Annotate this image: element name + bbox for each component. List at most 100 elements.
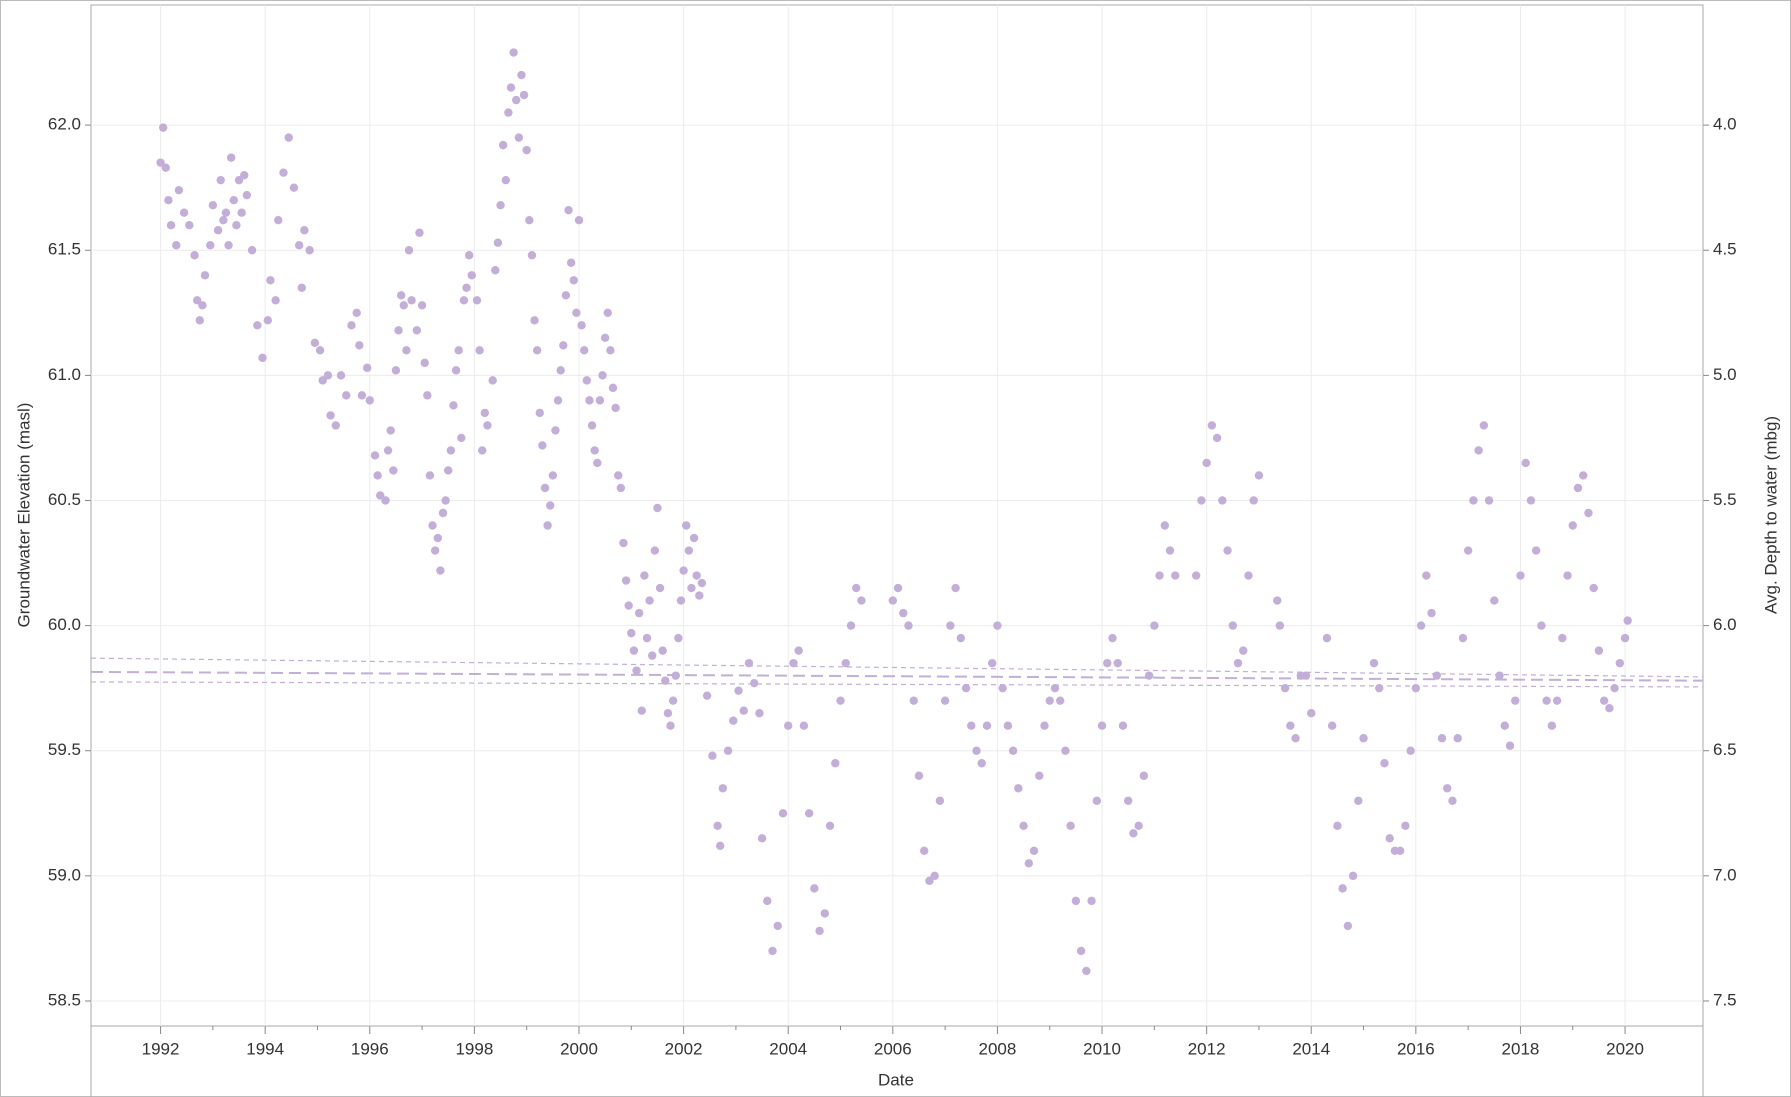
point [566, 258, 576, 267]
point [198, 301, 207, 310]
point [509, 48, 518, 57]
point [1416, 621, 1426, 630]
point [315, 346, 325, 355]
trend-line [90, 681, 1704, 688]
point [773, 921, 782, 931]
point [381, 496, 390, 505]
point [1511, 696, 1520, 705]
point [512, 95, 521, 105]
point [1207, 421, 1217, 430]
point [498, 140, 508, 150]
x-tick-label: 2012 [1188, 1039, 1226, 1058]
point [1437, 734, 1447, 743]
point [935, 796, 945, 805]
point [219, 216, 228, 225]
point [1605, 703, 1614, 713]
point [237, 208, 246, 217]
point [637, 706, 646, 715]
point [608, 383, 618, 393]
point [326, 411, 335, 420]
point [543, 521, 552, 530]
point [1401, 821, 1410, 831]
point [744, 658, 754, 668]
point [415, 228, 424, 237]
point [229, 195, 238, 205]
point [438, 508, 448, 518]
point [1579, 471, 1588, 480]
y-tick-label: 62.0 [48, 115, 81, 134]
point [1406, 746, 1415, 755]
point [355, 341, 364, 350]
point [1521, 458, 1530, 468]
point [815, 926, 824, 936]
point [668, 696, 678, 705]
point [546, 501, 555, 510]
point [1490, 596, 1499, 605]
x-axis-title: Date [878, 1070, 914, 1089]
point [294, 241, 304, 250]
point [436, 566, 445, 575]
point [1307, 708, 1316, 718]
point [158, 123, 168, 132]
point [627, 628, 636, 638]
point [532, 346, 542, 355]
point [692, 571, 701, 580]
point [493, 238, 503, 247]
point [323, 371, 333, 380]
point [491, 266, 500, 275]
point [799, 721, 809, 730]
point [1369, 658, 1379, 668]
point [857, 596, 866, 605]
point [645, 596, 654, 605]
point [1191, 571, 1201, 580]
point [977, 759, 986, 768]
x-tick-label: 1992 [142, 1039, 180, 1058]
point [624, 601, 633, 610]
point [841, 658, 850, 668]
y2-tick-label: 6.5 [1713, 740, 1737, 759]
point [1171, 571, 1180, 580]
point [504, 108, 513, 117]
point [1573, 483, 1583, 493]
y-tick-label: 61.0 [48, 365, 81, 384]
point [593, 458, 602, 468]
point [399, 301, 408, 310]
point [1108, 633, 1117, 643]
point [1076, 946, 1086, 956]
point [234, 175, 244, 185]
point [179, 208, 189, 217]
point [391, 366, 401, 375]
plot-area [90, 4, 1704, 1027]
point [1134, 821, 1143, 831]
point [621, 576, 631, 585]
point [300, 226, 309, 235]
point [373, 471, 382, 480]
point [357, 391, 367, 400]
point [951, 583, 960, 593]
point [1118, 721, 1128, 730]
point [1291, 734, 1300, 743]
point [156, 158, 165, 167]
point [1469, 496, 1478, 505]
point [611, 403, 620, 413]
point [310, 338, 320, 348]
point [342, 391, 351, 400]
point [446, 446, 456, 455]
point [1531, 546, 1541, 555]
point [569, 276, 578, 285]
point [1045, 696, 1054, 705]
point [370, 451, 380, 460]
x-tick-label: 2000 [560, 1039, 598, 1058]
point [925, 876, 934, 886]
point [946, 621, 955, 630]
x-tick-label: 2014 [1292, 1039, 1330, 1058]
x-tick-label: 2004 [769, 1039, 807, 1058]
point [661, 676, 670, 685]
point [1385, 834, 1394, 843]
point [462, 283, 471, 292]
point [1061, 746, 1070, 755]
point [972, 746, 981, 755]
point [768, 946, 777, 956]
y2-tick-label: 4.0 [1713, 115, 1737, 134]
point [444, 466, 453, 475]
